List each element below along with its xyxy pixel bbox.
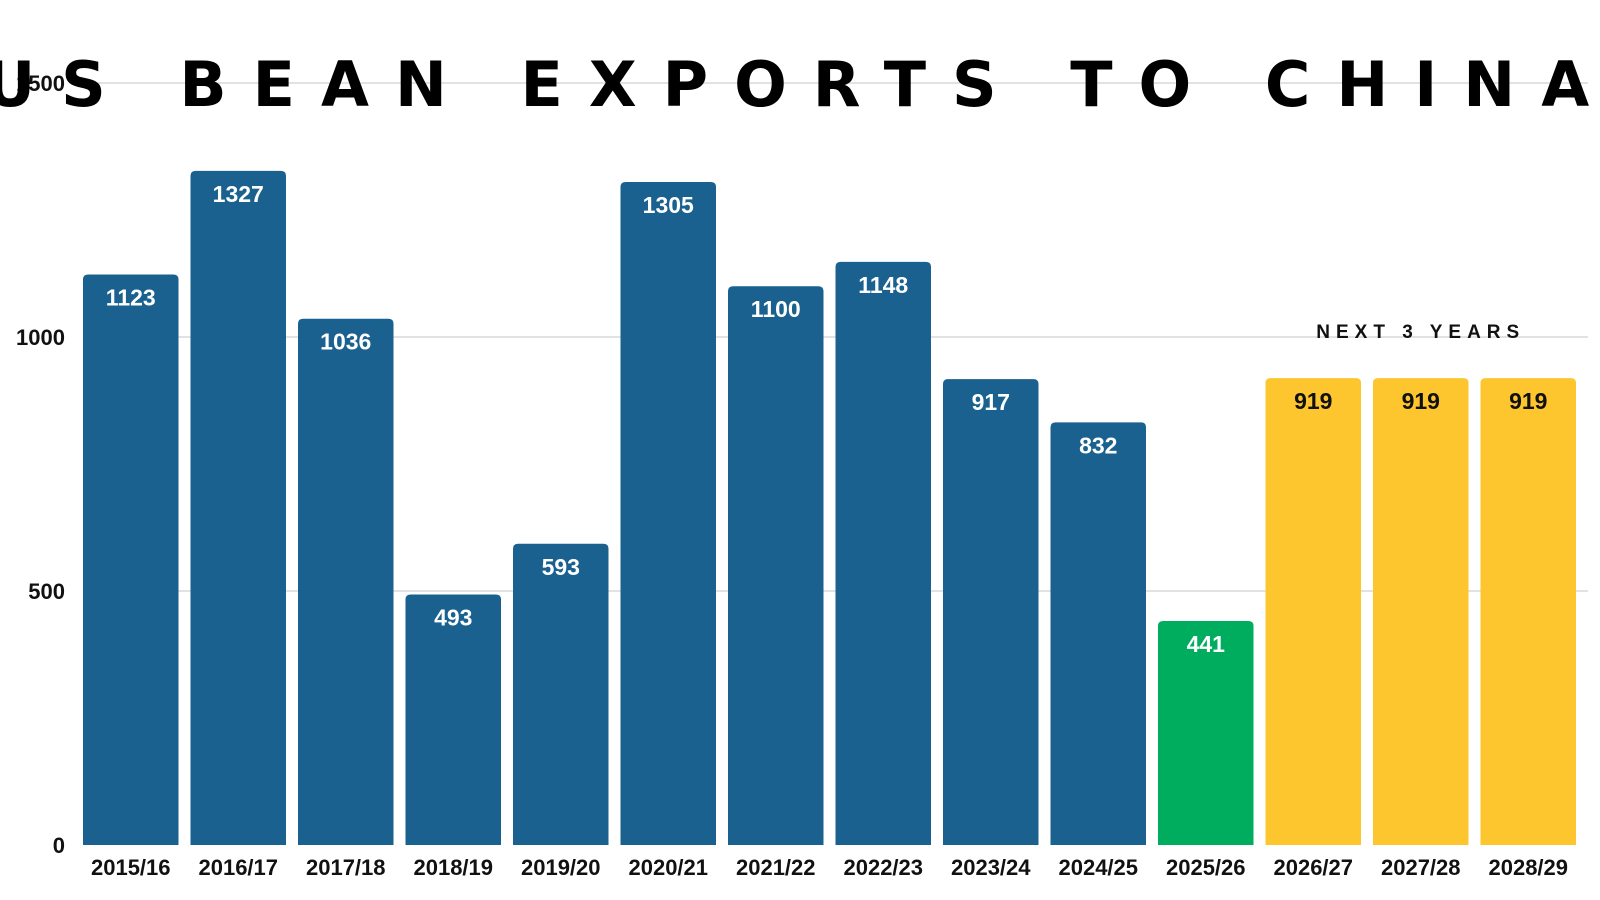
x-tick-label: 2021/22 bbox=[736, 855, 816, 880]
bar bbox=[620, 182, 716, 845]
bar bbox=[298, 318, 394, 845]
bar bbox=[943, 379, 1039, 845]
bar-value-label: 917 bbox=[972, 389, 1010, 415]
bar-value-label: 919 bbox=[1294, 388, 1332, 414]
bar-value-label: 919 bbox=[1402, 388, 1440, 414]
bar bbox=[1158, 620, 1254, 845]
y-tick-label: 1500 bbox=[16, 71, 65, 96]
bar bbox=[835, 261, 931, 845]
x-tick-label: 2023/24 bbox=[951, 855, 1031, 880]
bar bbox=[1373, 378, 1469, 845]
bar bbox=[728, 286, 824, 845]
bar bbox=[83, 274, 179, 845]
y-axis-ticks: 0 500 1000 1500 bbox=[16, 71, 65, 858]
bar bbox=[1050, 422, 1146, 845]
bar-value-label: 1327 bbox=[213, 181, 264, 207]
next-years-annotation: NEXT 3 YEARS bbox=[1316, 322, 1525, 343]
bar-value-label: 441 bbox=[1187, 631, 1226, 657]
x-tick-label: 2019/20 bbox=[521, 855, 601, 880]
bar-value-label: 1036 bbox=[320, 329, 371, 355]
y-tick-label: 1000 bbox=[16, 325, 65, 350]
chart-title: US BEAN EXPORTS TO CHINA bbox=[0, 48, 1600, 121]
bar bbox=[405, 594, 501, 845]
bar-value-label: 1123 bbox=[106, 285, 156, 311]
x-tick-label: 2027/28 bbox=[1381, 855, 1461, 880]
x-tick-label: 2026/27 bbox=[1273, 855, 1353, 880]
x-tick-label: 2025/26 bbox=[1166, 855, 1246, 880]
x-tick-label: 2017/18 bbox=[306, 855, 386, 880]
bar-value-label: 1100 bbox=[751, 296, 801, 322]
bar bbox=[190, 170, 286, 845]
x-tick-label: 2022/23 bbox=[843, 855, 923, 880]
y-tick-label: 500 bbox=[28, 579, 65, 604]
bar-value-label: 1305 bbox=[643, 192, 694, 218]
bar bbox=[1480, 378, 1576, 845]
bar-value-label: 593 bbox=[542, 554, 580, 580]
x-tick-label: 2020/21 bbox=[628, 855, 708, 880]
bar-value-label: 493 bbox=[434, 605, 472, 631]
bar-value-label: 919 bbox=[1509, 388, 1547, 414]
bar bbox=[1265, 378, 1361, 845]
bar-value-label: 832 bbox=[1079, 432, 1117, 458]
x-tick-label: 2015/16 bbox=[91, 855, 171, 880]
x-axis-ticks: 2015/16 2016/17 2017/18 2018/19 2019/20 2020/… bbox=[91, 855, 1568, 880]
bar bbox=[513, 543, 609, 845]
x-tick-label: 2016/17 bbox=[198, 855, 278, 880]
x-tick-label: 2028/29 bbox=[1488, 855, 1568, 880]
x-tick-label: 2024/25 bbox=[1058, 855, 1138, 880]
x-tick-label: 2018/19 bbox=[413, 855, 493, 880]
y-tick-label: 0 bbox=[53, 833, 65, 858]
bars: 1123 1327 1036 493 593 1305 1100 1148 917 832 441 9… bbox=[83, 170, 1576, 845]
bar-value-label: 1148 bbox=[858, 272, 908, 298]
